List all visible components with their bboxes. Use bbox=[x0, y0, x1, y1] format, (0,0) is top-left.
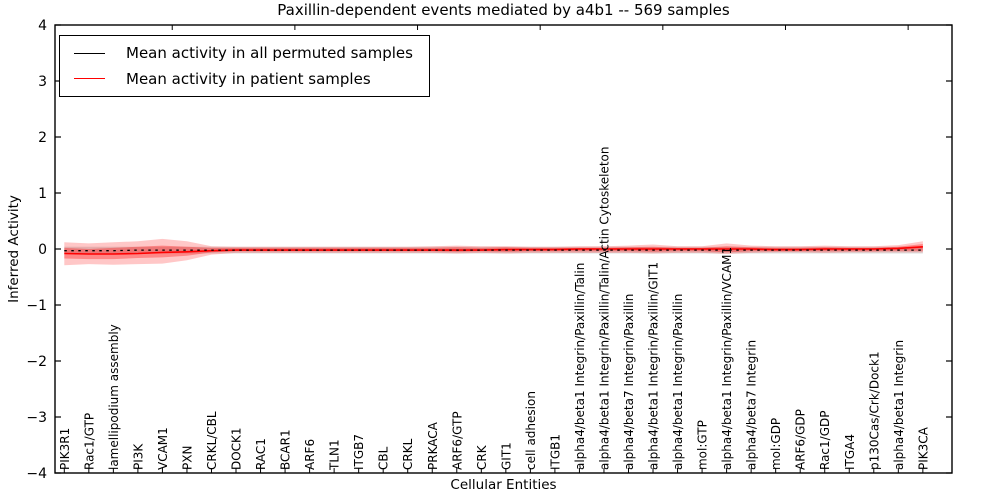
x-tick-label: alpha4/beta1 Integrin/Paxillin/Talin/Act… bbox=[597, 147, 611, 470]
y-tick-label: −2 bbox=[26, 354, 47, 370]
permuted-mean-line bbox=[64, 249, 923, 252]
x-tick-label: PRKACA bbox=[426, 421, 440, 470]
x-tick-label: CRKL bbox=[401, 438, 415, 470]
x-tick-label: Rac1/GDP bbox=[818, 411, 832, 470]
x-tick-label: Rac1/GTP bbox=[82, 413, 96, 470]
y-tick-label: 1 bbox=[38, 186, 47, 202]
x-tick-label: RAC1 bbox=[254, 438, 268, 470]
x-tick-label: alpha4/beta1 Integrin/Paxillin/GIT1 bbox=[647, 262, 661, 470]
x-tick-label: cell adhesion bbox=[524, 391, 538, 470]
x-tick-label: alpha4/beta1 Integrin bbox=[892, 340, 906, 470]
x-tick-label: GIT1 bbox=[499, 442, 513, 470]
legend-entry-permuted: Mean activity in all permuted samples bbox=[74, 45, 413, 62]
legend-label: Mean activity in patient samples bbox=[126, 69, 371, 88]
x-tick-label: PI3K bbox=[131, 443, 145, 470]
x-tick-label: TLN1 bbox=[328, 439, 342, 471]
x-tick-label: ARF6/GDP bbox=[794, 409, 808, 470]
patient-range-outer-band bbox=[64, 238, 923, 266]
x-tick-label: ARF6/GTP bbox=[450, 411, 464, 470]
y-tick-label: 4 bbox=[38, 18, 47, 34]
x-tick-label: alpha4/beta7 Integrin/Paxillin bbox=[622, 294, 636, 470]
x-axis-title: Cellular Entities bbox=[450, 477, 557, 493]
y-tick-label: 2 bbox=[38, 130, 47, 146]
x-tick-label: ITGB1 bbox=[548, 434, 562, 470]
legend-label: Mean activity in all permuted samples bbox=[126, 44, 413, 62]
x-tick-label: VCAM1 bbox=[156, 427, 170, 470]
chart-title: Paxillin-dependent events mediated by a4… bbox=[277, 1, 730, 19]
x-tick-label: lamellipodium assembly bbox=[107, 324, 121, 470]
x-tick-label: BCAR1 bbox=[279, 429, 293, 470]
y-axis-title: Inferred Activity bbox=[6, 195, 22, 303]
legend-entry-patient: Mean activity in patient samples bbox=[74, 69, 413, 88]
x-tick-label: ITGA4 bbox=[843, 434, 857, 470]
x-tick-label: ITGB7 bbox=[352, 434, 366, 470]
x-tick-label: alpha4/beta1 Integrin/Paxillin/Talin bbox=[573, 263, 587, 470]
x-tick-label: DOCK1 bbox=[230, 427, 244, 470]
x-tick-label: PIK3R1 bbox=[58, 428, 72, 470]
legend-line-sample-red bbox=[74, 78, 105, 80]
x-tick-label: CBL bbox=[377, 446, 391, 470]
legend-line-sample-black bbox=[74, 52, 105, 54]
x-tick-label: alpha4/beta7 Integrin bbox=[745, 340, 759, 470]
patient-range-inner-band bbox=[64, 244, 923, 260]
y-tick-label: 0 bbox=[38, 242, 47, 258]
y-tick-label: −1 bbox=[26, 298, 47, 314]
x-tick-label: CRKL/CBL bbox=[205, 411, 219, 470]
x-tick-label: alpha4/beta1 Integrin/Paxillin/VCAM1 bbox=[720, 247, 734, 470]
x-tick-label: CRK bbox=[475, 444, 489, 470]
x-tick-label: p130Cas/Crk/Dock1 bbox=[867, 351, 881, 470]
legend: Mean activity in all permuted samples Me… bbox=[59, 35, 430, 97]
x-tick-label: mol:GTP bbox=[696, 420, 710, 470]
x-tick-label: mol:GDP bbox=[769, 418, 783, 470]
y-tick-label: −3 bbox=[26, 410, 47, 426]
x-tick-label: ARF6 bbox=[303, 439, 317, 470]
x-tick-label: PIK3CA bbox=[916, 426, 930, 470]
x-tick-label: alpha4/beta1 Integrin/Paxillin bbox=[671, 294, 685, 470]
y-tick-label: −4 bbox=[26, 466, 47, 482]
x-tick-label: PXN bbox=[180, 446, 194, 470]
y-tick-label: 3 bbox=[38, 74, 47, 90]
